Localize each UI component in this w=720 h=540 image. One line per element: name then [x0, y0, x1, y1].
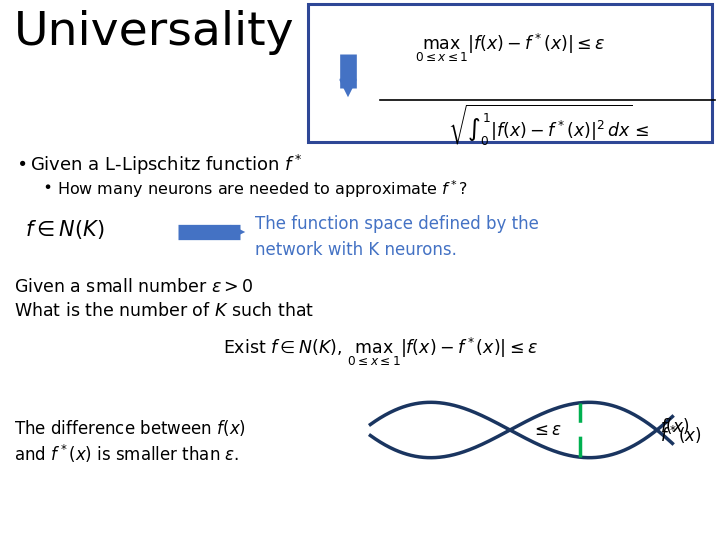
Text: $f(x)$: $f(x)$: [660, 416, 689, 436]
Text: Universality: Universality: [14, 10, 294, 55]
Text: The difference between $f(x)$: The difference between $f(x)$: [14, 418, 246, 438]
Text: How many neurons are needed to approximate $f^*$?: How many neurons are needed to approxima…: [57, 178, 468, 200]
Text: Given a small number $\varepsilon > 0$: Given a small number $\varepsilon > 0$: [14, 278, 253, 296]
Text: Exist $f\in N(K)$, $\underset{0\leq x\leq 1}{\max}|f(x)-f^*(x)|\leq\varepsilon$: Exist $f\in N(K)$, $\underset{0\leq x\le…: [222, 336, 537, 368]
Text: Given a L-Lipschitz function $f^*$: Given a L-Lipschitz function $f^*$: [30, 153, 303, 177]
Text: $\underset{0\leq x\leq 1}{\max}|f(x)-f^*(x)|\leq\varepsilon$: $\underset{0\leq x\leq 1}{\max}|f(x)-f^*…: [415, 32, 605, 64]
Text: What is the number of $K$ such that: What is the number of $K$ such that: [14, 302, 314, 320]
Text: $f^*(x)$: $f^*(x)$: [660, 423, 701, 446]
FancyBboxPatch shape: [308, 4, 712, 142]
Text: $f \in N(K)$: $f \in N(K)$: [25, 218, 104, 241]
Text: $\sqrt{\int_0^1|f(x)-f^*(x)|^2\,dx}\leq$: $\sqrt{\int_0^1|f(x)-f^*(x)|^2\,dx}\leq$: [448, 103, 649, 148]
Text: The function space defined by the
network with K neurons.: The function space defined by the networ…: [255, 215, 539, 259]
Text: $\bullet$: $\bullet$: [16, 153, 26, 171]
Text: and $f^*(x)$ is smaller than $\varepsilon$.: and $f^*(x)$ is smaller than $\varepsilo…: [14, 443, 240, 465]
Text: $\leq \varepsilon$: $\leq \varepsilon$: [531, 421, 562, 439]
Text: $\bullet$: $\bullet$: [42, 178, 51, 193]
